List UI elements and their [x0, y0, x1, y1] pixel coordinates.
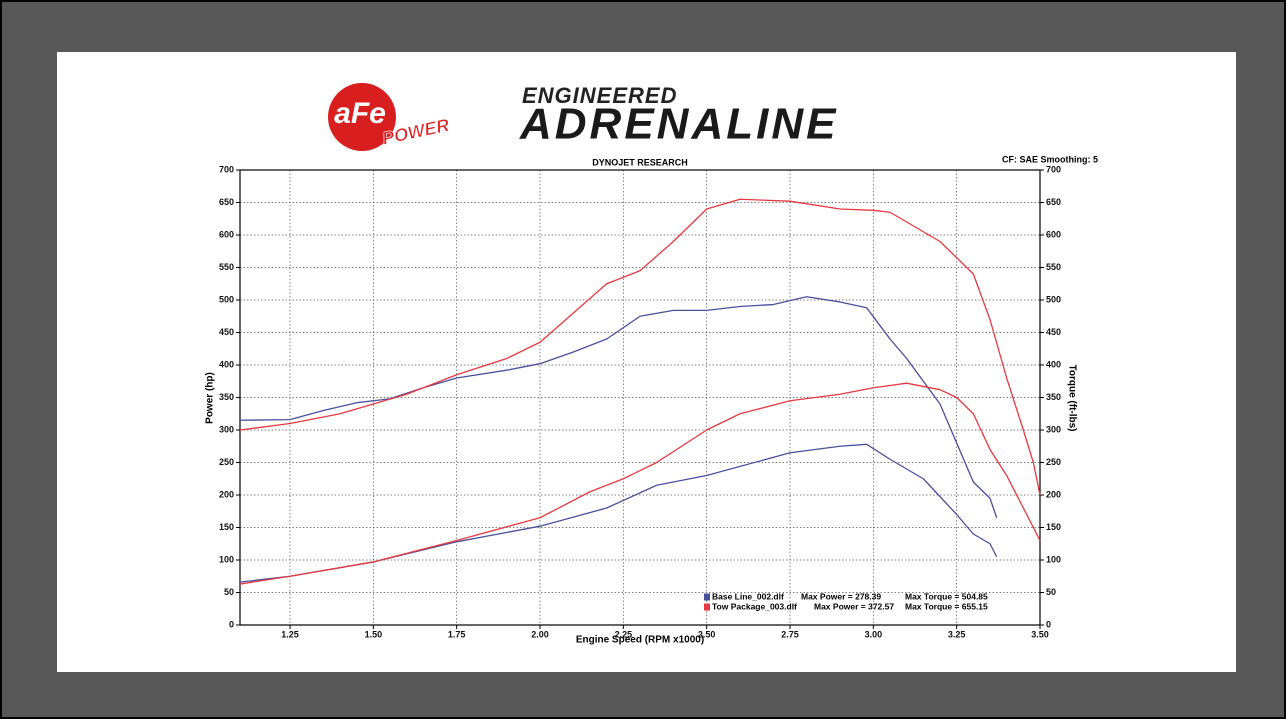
y-tick-label: 300: [219, 424, 234, 434]
legend-swatch: [704, 603, 710, 611]
y2-tick-label: 300: [1046, 424, 1061, 434]
y-tick-label: 150: [219, 522, 234, 532]
y2-axis-label: Torque (ft-lbs): [1066, 364, 1077, 431]
y2-tick-label: 250: [1046, 457, 1061, 467]
legend-max-torque: Max Torque = 504.85: [905, 591, 988, 601]
torque-line: [239, 296, 998, 518]
plot-frame: [239, 169, 1041, 626]
legend-name: Tow Package_003.dlf: [712, 601, 797, 611]
y-tick-label: 550: [219, 262, 234, 272]
y2-tick-label: 100: [1046, 554, 1061, 564]
x-tick-label: 1.75: [448, 629, 466, 639]
y-tick-label: 500: [219, 294, 234, 304]
y2-tick-label: 350: [1046, 392, 1061, 402]
y-tick-label: 350: [219, 392, 234, 402]
y2-tick-label: 50: [1046, 587, 1056, 597]
y-tick-label: 600: [219, 229, 234, 239]
y2-tick-label: 0: [1046, 619, 1051, 629]
x-tick-label: 2.00: [531, 629, 549, 639]
y2-tick-label: 450: [1046, 327, 1061, 337]
y2-tick-label: 700: [1046, 164, 1061, 174]
power-line: [239, 443, 998, 583]
y-tick-label: 200: [219, 489, 234, 499]
y-tick-label: 50: [224, 587, 234, 597]
y2-tick-label: 200: [1046, 489, 1061, 499]
logo-circle: [328, 83, 396, 151]
banner-main: ADRENALINE: [519, 100, 838, 149]
chart-subtitle: CF: SAE Smoothing: 5: [1002, 154, 1098, 164]
legend-name: Base Line_002.dlf: [712, 591, 784, 601]
banner-top: ENGINEERED: [522, 83, 677, 108]
y-tick-label: 100: [219, 554, 234, 564]
y-tick-label: 650: [219, 197, 234, 207]
y2-tick-label: 500: [1046, 294, 1061, 304]
legend-max-power: Max Power = 278.39: [801, 591, 881, 601]
y2-tick-label: 400: [1046, 359, 1061, 369]
y-tick-label: 700: [219, 164, 234, 174]
x-axis-label: Engine Speed (RPM x1000): [576, 635, 704, 646]
x-tick-label: 3.25: [948, 629, 966, 639]
x-tick-label: 1.50: [365, 629, 383, 639]
legend-max-power: Max Power = 372.57: [814, 601, 894, 611]
legend-swatch: [704, 593, 710, 601]
torque-line: [239, 198, 1041, 496]
x-tick-label: 1.25: [281, 629, 299, 639]
y2-tick-label: 550: [1046, 262, 1061, 272]
y-tick-label: 0: [229, 619, 234, 629]
x-tick-label: 2.25: [615, 629, 633, 639]
x-tick-label: 2.75: [781, 629, 799, 639]
y2-tick-label: 150: [1046, 522, 1061, 532]
x-tick-label: 3.00: [865, 629, 883, 639]
y-tick-label: 250: [219, 457, 234, 467]
chart-title: DYNOJET RESEARCH: [592, 157, 688, 167]
y2-tick-label: 650: [1046, 197, 1061, 207]
x-tick-label: 2.50: [698, 629, 716, 639]
power-line: [239, 382, 1041, 585]
y2-tick-label: 600: [1046, 229, 1061, 239]
y-tick-label: 450: [219, 327, 234, 337]
legend-max-torque: Max Torque = 655.15: [905, 601, 988, 611]
y-tick-label: 400: [219, 359, 234, 369]
afe-logo: aFe POWER: [328, 83, 451, 151]
logo-text: aFe: [334, 97, 386, 130]
x-tick-label: 3.50: [1031, 629, 1049, 639]
y-axis-label: Power (hp): [205, 372, 216, 424]
